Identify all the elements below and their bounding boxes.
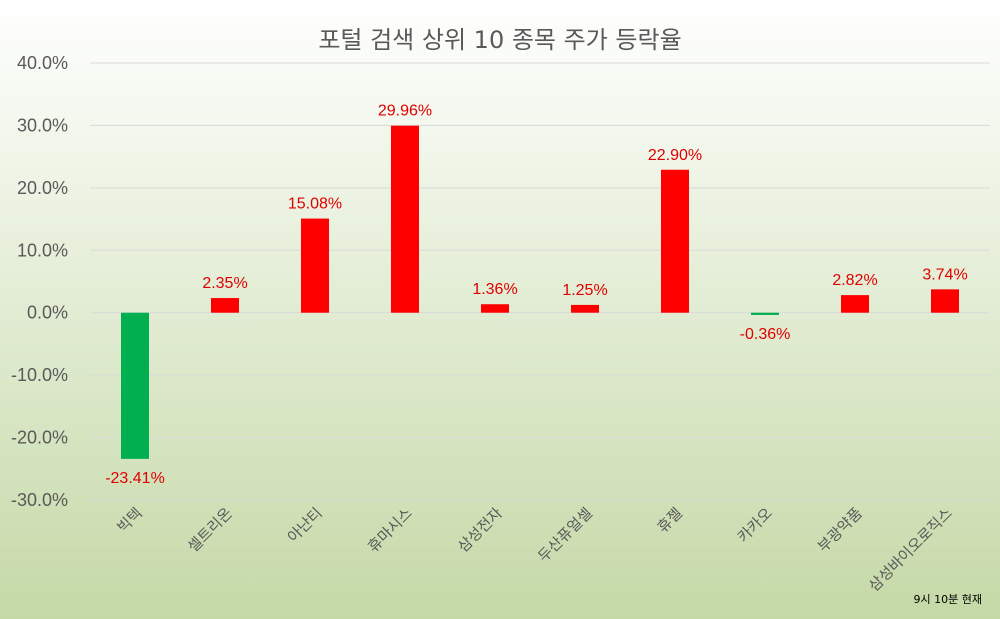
y-tick-label: -30.0% bbox=[11, 490, 68, 510]
bar bbox=[931, 289, 959, 313]
bar bbox=[301, 218, 329, 313]
data-label: 2.82% bbox=[832, 272, 877, 289]
bar bbox=[841, 295, 869, 313]
bar bbox=[391, 125, 419, 313]
y-tick-label: 30.0% bbox=[17, 115, 68, 135]
y-tick-label: 10.0% bbox=[17, 240, 68, 260]
data-labels: -23.41% 2.35% 15.08% 29.96% 1.36% 1.25% 22.90%… bbox=[105, 103, 967, 487]
bar bbox=[751, 312, 779, 315]
bar bbox=[571, 304, 599, 313]
data-label: 22.90% bbox=[648, 147, 702, 164]
bars bbox=[121, 125, 959, 459]
data-label: 29.96% bbox=[378, 103, 432, 120]
data-label: -23.41% bbox=[105, 470, 165, 487]
y-tick-label: 20.0% bbox=[17, 178, 68, 198]
bar bbox=[661, 169, 689, 313]
gridlines bbox=[90, 62, 990, 501]
y-tick-label: 40.0% bbox=[17, 53, 68, 73]
y-tick-label: 0.0% bbox=[27, 303, 68, 323]
bar bbox=[121, 312, 149, 459]
chart-title: 포털 검색 상위 10 종목 주가 등락율 bbox=[318, 26, 681, 54]
bar bbox=[481, 304, 509, 313]
data-label: 2.35% bbox=[202, 275, 247, 292]
data-label: 1.36% bbox=[472, 281, 517, 298]
bar bbox=[211, 298, 239, 313]
data-label: 15.08% bbox=[288, 196, 342, 213]
y-tick-label: -10.0% bbox=[11, 365, 68, 385]
y-tick-label: -20.0% bbox=[11, 428, 68, 448]
data-label: 1.25% bbox=[562, 282, 607, 299]
data-label: 3.74% bbox=[922, 266, 967, 283]
data-label: -0.36% bbox=[740, 326, 791, 343]
timestamp-note: 9시 10분 현재 bbox=[914, 593, 982, 606]
y-axis-ticks: 40.0% 30.0% 20.0% 10.0% 0.0% -10.0% -20.0% -30.… bbox=[11, 53, 68, 510]
